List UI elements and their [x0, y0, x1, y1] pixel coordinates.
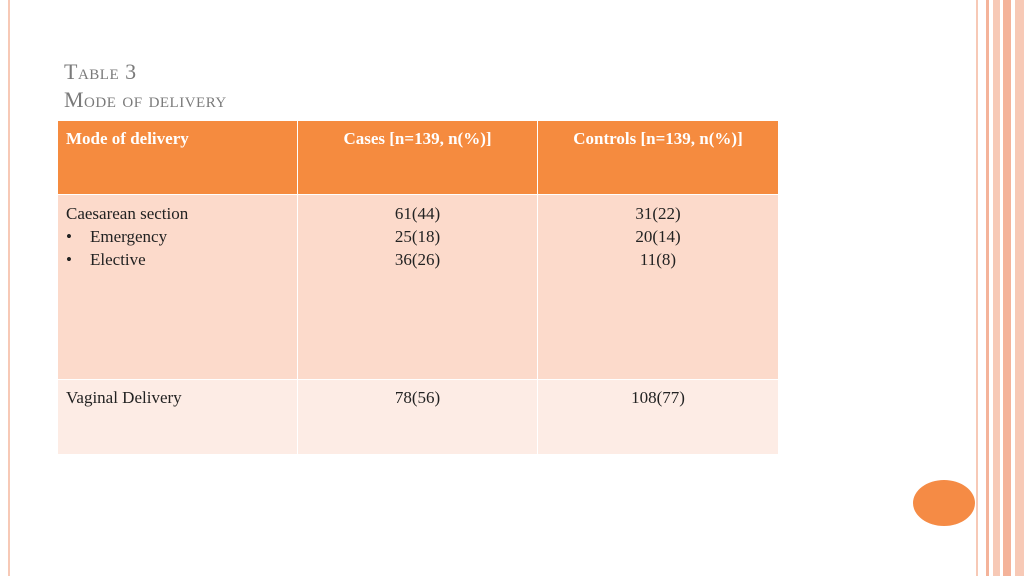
row-label: Caesarean section	[66, 204, 189, 223]
row-label-cell: Vaginal Delivery	[57, 379, 298, 455]
slide-title: Table 3 Mode of delivery	[64, 58, 227, 114]
cases-value: 25(18)	[394, 227, 441, 246]
cases-cell: 78(56)	[297, 379, 538, 455]
controls-cell: 108(77)	[537, 379, 779, 455]
row-label-cell: Caesarean section • Emergency • Elective	[57, 194, 298, 380]
table-row: Caesarean section • Emergency • Elective 6…	[57, 194, 779, 380]
title-line-2: Mode of delivery	[64, 87, 227, 112]
list-item: • Emergency	[66, 227, 168, 246]
table-row: Vaginal Delivery 78(56) 108(77)	[57, 379, 779, 455]
header-cases: Cases [n=139, n(%)]	[297, 120, 538, 195]
title-line-1: Table 3	[64, 59, 137, 84]
cases-value: 78(56)	[394, 388, 441, 407]
controls-value: 20(14)	[635, 227, 681, 246]
controls-value: 11(8)	[639, 250, 677, 269]
header-mode: Mode of delivery	[57, 120, 298, 195]
controls-value: 31(22)	[635, 204, 681, 223]
slide-right-decoration	[976, 0, 1024, 576]
delivery-table: Mode of delivery Cases [n=139, n(%)] Con…	[57, 120, 779, 455]
controls-cell: 31(22) 20(14) 11(8)	[537, 194, 779, 380]
cases-cell: 61(44) 25(18) 36(26)	[297, 194, 538, 380]
cases-value: 61(44)	[394, 204, 441, 223]
row-label: Vaginal Delivery	[66, 388, 182, 407]
subitem-label: Elective	[90, 250, 146, 269]
list-item: • Elective	[66, 250, 146, 269]
slide-left-rule	[8, 0, 10, 576]
table-header-row: Mode of delivery Cases [n=139, n(%)] Con…	[57, 120, 779, 195]
controls-value: 108(77)	[631, 388, 685, 407]
header-controls: Controls [n=139, n(%)]	[537, 120, 779, 195]
accent-circle	[913, 480, 975, 526]
subitem-label: Emergency	[90, 227, 168, 246]
cases-value: 36(26)	[394, 250, 441, 269]
